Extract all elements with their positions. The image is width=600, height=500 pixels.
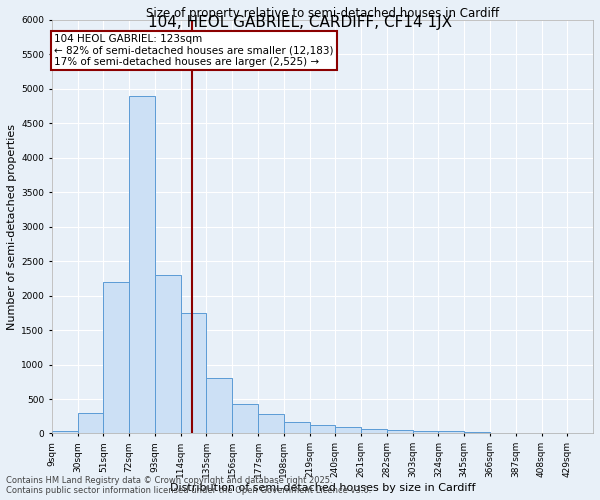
Text: 104 HEOL GABRIEL: 123sqm
← 82% of semi-detached houses are smaller (12,183)
17% : 104 HEOL GABRIEL: 123sqm ← 82% of semi-d…: [54, 34, 334, 67]
Bar: [361, 428, 387, 434]
Bar: [387, 430, 413, 434]
Bar: [284, 422, 310, 434]
X-axis label: Distribution of semi-detached houses by size in Cardiff: Distribution of semi-detached houses by …: [170, 483, 475, 493]
Y-axis label: Number of semi-detached properties: Number of semi-detached properties: [7, 124, 17, 330]
Bar: [155, 275, 181, 434]
Bar: [464, 432, 490, 434]
Bar: [439, 432, 464, 434]
Bar: [490, 433, 516, 434]
Bar: [77, 413, 103, 434]
Bar: [181, 313, 206, 434]
Bar: [129, 96, 155, 434]
Bar: [103, 282, 129, 434]
Text: 104, HEOL GABRIEL, CARDIFF, CF14 1JX: 104, HEOL GABRIEL, CARDIFF, CF14 1JX: [148, 15, 452, 30]
Bar: [52, 432, 77, 434]
Text: Contains HM Land Registry data © Crown copyright and database right 2025.
Contai: Contains HM Land Registry data © Crown c…: [6, 476, 371, 495]
Bar: [335, 428, 361, 434]
Bar: [413, 431, 439, 434]
Bar: [258, 414, 284, 434]
Bar: [206, 378, 232, 434]
Bar: [232, 404, 258, 434]
Title: Size of property relative to semi-detached houses in Cardiff: Size of property relative to semi-detach…: [146, 7, 499, 20]
Bar: [310, 425, 335, 434]
